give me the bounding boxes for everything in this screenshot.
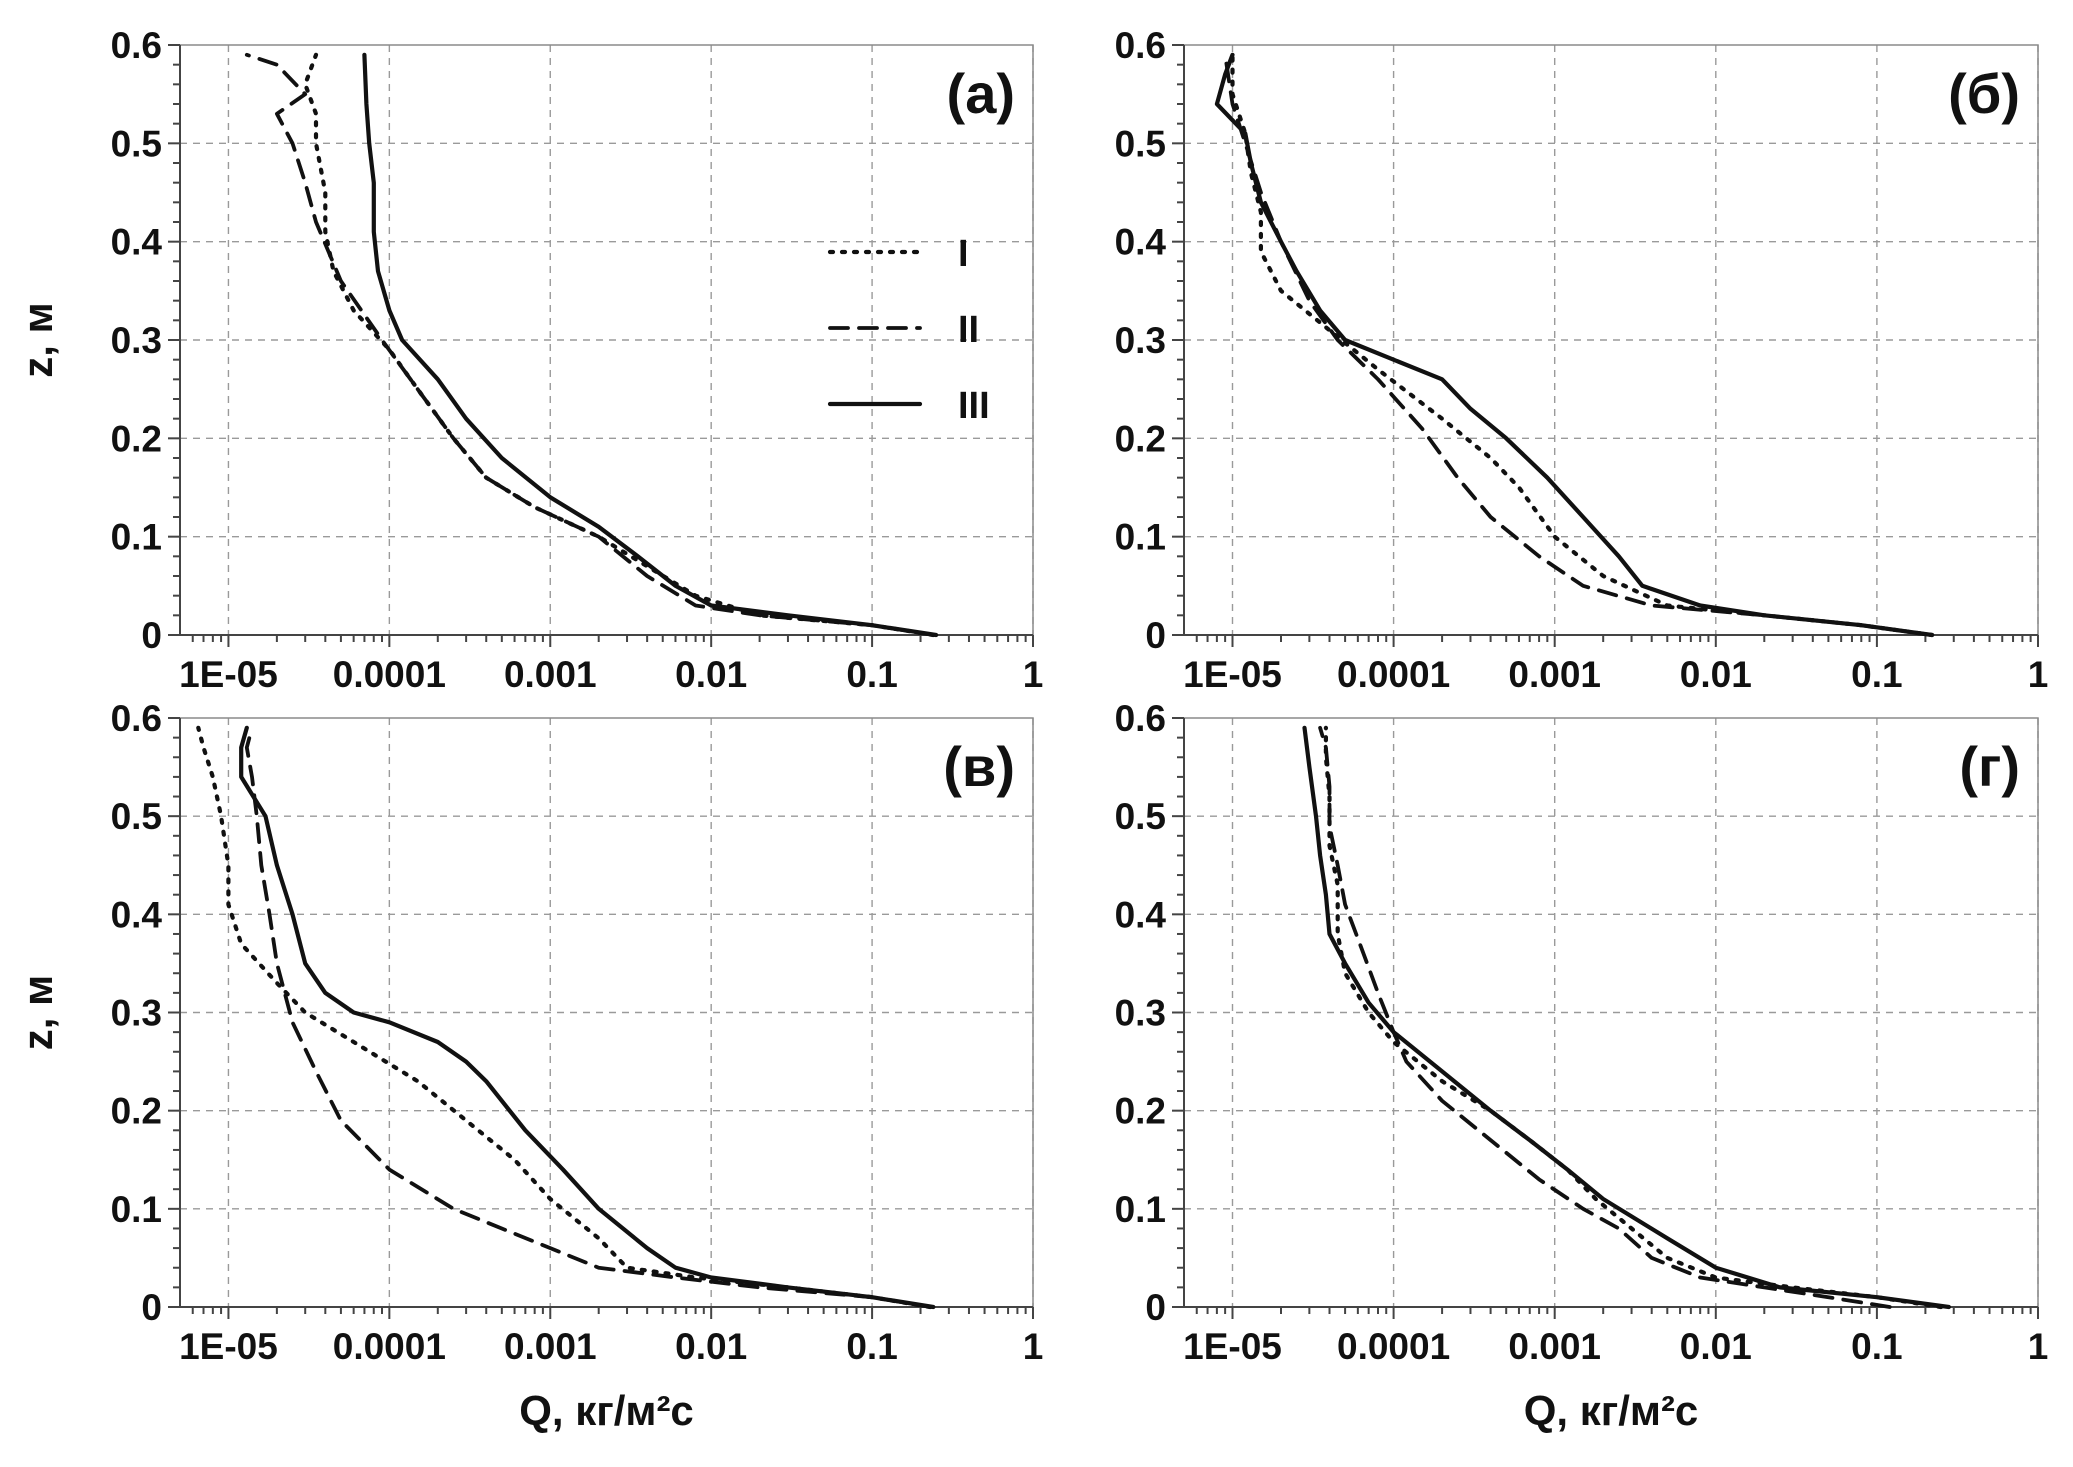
series-i-line [196, 725, 933, 1310]
x-tick-label: 0.0001 [333, 1326, 446, 1367]
x-tick-label: 0.0001 [1337, 654, 1450, 695]
y-tick-label: 0.2 [111, 418, 162, 459]
x-tick-label: 1 [1023, 654, 1044, 695]
x-tick-label: 0.01 [1680, 1326, 1752, 1367]
series-iii-line [1302, 725, 1951, 1310]
y-tick-label: 0.3 [111, 320, 162, 361]
series-ii-line [244, 725, 933, 1309]
y-tick-label: 0.4 [111, 894, 163, 935]
x-tick-label: 1 [1023, 1326, 1044, 1367]
x-axis-title: Q, кг/м²с [1524, 1387, 1699, 1434]
y-tick-label: 0 [141, 1287, 162, 1328]
y-tick-label: 0.5 [1115, 796, 1166, 837]
y-tick-label: 0 [1145, 615, 1166, 656]
legend-label: II [958, 309, 979, 351]
series-iii-line [362, 52, 939, 638]
y-tick-label: 0.5 [111, 796, 162, 837]
x-tick-label: 1E-05 [1183, 654, 1282, 695]
x-tick-label: 0.001 [1508, 654, 1601, 695]
series-i-line [303, 52, 936, 638]
x-tick-label: 0.1 [846, 1326, 897, 1367]
x-tick-label: 0.1 [1851, 1326, 1902, 1367]
y-tick-label: 0.3 [1115, 320, 1166, 361]
y-tick-label: 0.2 [111, 1091, 162, 1132]
y-tick-label: 0.2 [1115, 1091, 1166, 1132]
y-tick-label: 0.5 [1115, 123, 1166, 164]
x-tick-label: 0.001 [504, 1326, 597, 1367]
x-tick-label: 0.1 [1851, 654, 1902, 695]
plot-frame [179, 717, 1034, 1308]
panel-label: (a) [947, 62, 1015, 125]
y-tick-label: 0.1 [1115, 517, 1166, 558]
y-axis-title: z, м [14, 975, 61, 1050]
series-i-line [1323, 725, 1944, 1310]
x-tick-label: 1E-05 [179, 654, 278, 695]
legend-label: III [958, 385, 990, 427]
panel-1: 0 0.1 0.2 0.3 0.4 0.5 0.6 1E-05 0.0001 0.001 0.01 0… [14, 25, 1043, 695]
legend-label: I [958, 233, 969, 275]
panel-label: (в) [943, 735, 1015, 798]
x-tick-label: 0.01 [675, 654, 747, 695]
x-tick-label: 1E-05 [1183, 1326, 1282, 1367]
y-tick-label: 0.4 [1115, 222, 1167, 263]
plot-frame [179, 44, 1034, 636]
y-tick-label: 0 [141, 615, 162, 656]
y-tick-label: 0.5 [111, 123, 162, 164]
y-tick-label: 0.3 [1115, 993, 1166, 1034]
y-tick-label: 0.6 [1115, 698, 1166, 739]
y-tick-label: 0.6 [1115, 25, 1166, 66]
panel-2: 0 0.1 0.2 0.3 0.4 0.5 0.6 1E-05 0.0001 0.001 0.01 0… [1115, 25, 2049, 695]
plot-frame [1183, 717, 2039, 1308]
x-tick-label: 0.0001 [333, 654, 446, 695]
x-tick-label: 1E-05 [179, 1326, 278, 1367]
y-tick-label: 0.1 [111, 1189, 162, 1230]
series-i-line [1230, 52, 1935, 638]
panel-4: 0 0.1 0.2 0.3 0.4 0.5 0.6 1E-05 0.0001 0.001 0.01 0… [1115, 698, 2049, 1434]
series-iii-line [1214, 52, 1935, 638]
panel-3: 0 0.1 0.2 0.3 0.4 0.5 0.6 1E-05 0.0001 0.001 0.01 0… [14, 698, 1043, 1434]
y-tick-label: 0 [1145, 1287, 1166, 1328]
y-tick-label: 0.1 [1115, 1189, 1166, 1230]
y-tick-label: 0.4 [1115, 894, 1167, 935]
x-tick-label: 0.01 [675, 1326, 747, 1367]
series-ii-line [1318, 725, 1892, 1309]
y-tick-label: 0.3 [111, 993, 162, 1034]
series-ii-line [1223, 52, 1934, 637]
y-tick-label: 0.2 [1115, 418, 1166, 459]
y-tick-label: 0.1 [111, 517, 162, 558]
x-tick-label: 0.01 [1680, 654, 1752, 695]
series-ii-line [244, 52, 936, 637]
x-tick-label: 0.001 [504, 654, 597, 695]
y-axis-title: z, м [14, 302, 61, 377]
y-tick-label: 0.6 [111, 25, 162, 66]
panel-label: (г) [1959, 735, 2020, 798]
y-tick-label: 0.6 [111, 698, 162, 739]
y-tick-label: 0.4 [111, 222, 163, 263]
x-tick-label: 1 [2028, 1326, 2049, 1367]
panel-label: (б) [1948, 62, 2020, 125]
x-tick-label: 0.1 [846, 654, 897, 695]
series-iii-line [239, 725, 936, 1310]
x-tick-label: 0.0001 [1337, 1326, 1450, 1367]
x-tick-label: 1 [2028, 654, 2049, 695]
x-axis-title: Q, кг/м²с [519, 1387, 694, 1434]
x-tick-label: 0.001 [1508, 1326, 1601, 1367]
